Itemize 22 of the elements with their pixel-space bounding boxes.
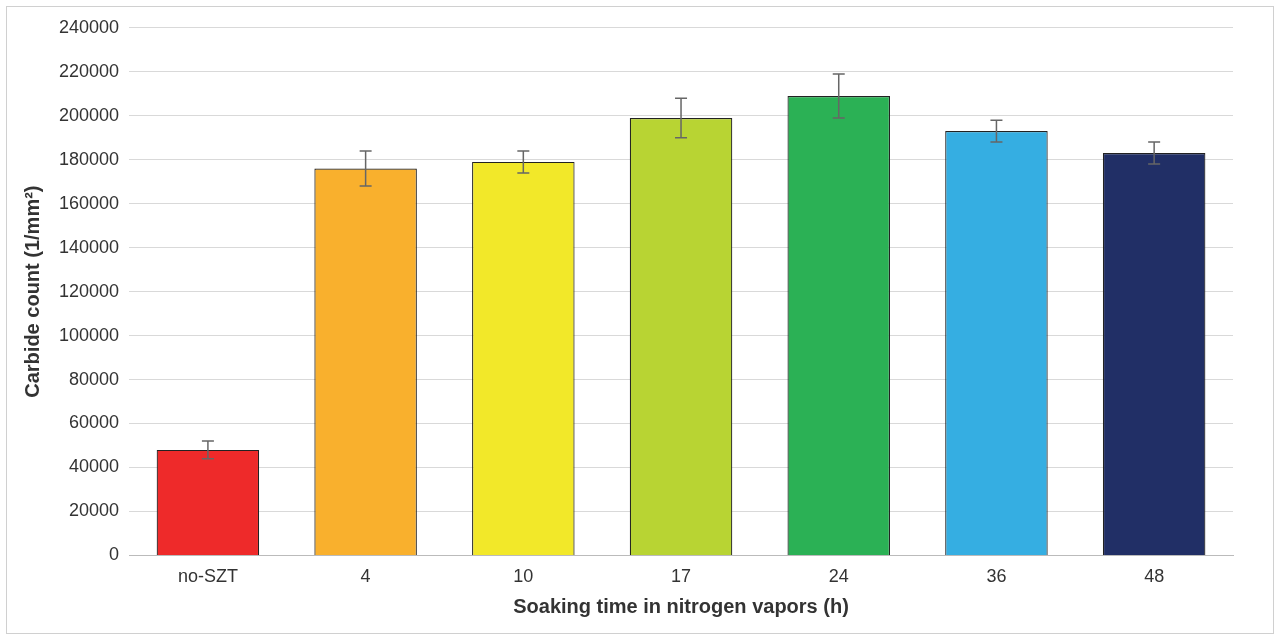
x-tick-label: 10 — [513, 566, 534, 587]
x-tick-label: 24 — [828, 566, 849, 587]
y-tick-label: 140000 — [58, 236, 120, 257]
y-tick-label: 100000 — [58, 324, 120, 345]
y-tick-label: 20000 — [69, 500, 120, 521]
x-tick-label: 4 — [360, 566, 371, 587]
y-tick-label: 60000 — [69, 412, 120, 433]
y-tick-label: 40000 — [69, 456, 120, 477]
y-tick-label: 80000 — [69, 368, 120, 389]
y-tick-label: 200000 — [58, 104, 120, 125]
y-tick-label: 120000 — [58, 280, 120, 301]
y-tick-label: 220000 — [58, 60, 120, 81]
y-axis-title: Carbide count (1/mm²) — [20, 185, 43, 398]
x-tick-label: 17 — [671, 566, 692, 587]
x-tick-label: 48 — [1144, 566, 1165, 587]
y-tick-label: 180000 — [58, 148, 120, 169]
y-tick-label: 160000 — [58, 192, 120, 213]
y-tick-label: 240000 — [58, 16, 120, 37]
x-tick-label: 36 — [986, 566, 1007, 587]
y-tick-label: 0 — [109, 544, 120, 565]
x-tick-label: no-SZT — [177, 566, 238, 587]
x-axis-title: Soaking time in nitrogen vapors (h) — [513, 594, 849, 617]
